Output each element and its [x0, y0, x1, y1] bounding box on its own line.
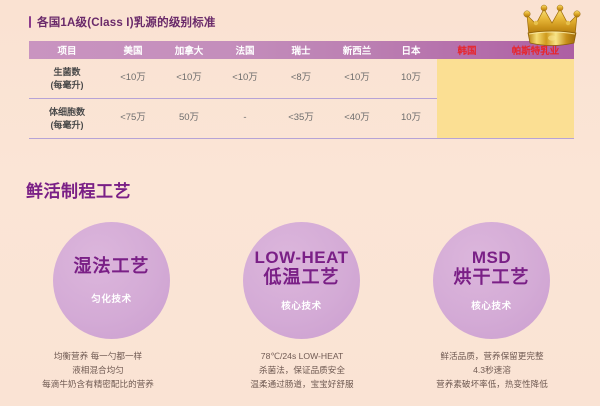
cell-somatic-switzerland: <35万 — [273, 98, 329, 139]
row-label-line2: (每毫升) — [50, 119, 84, 130]
row-label-line2: (每毫升) — [50, 79, 84, 90]
cell-bacteria-japan: 10万 — [385, 59, 437, 99]
col-header-japan: 日本 — [401, 46, 421, 57]
cell-somatic-france: - — [217, 98, 273, 139]
standards-table-wrapper: 项目 美国 加拿大 法国 瑞士 新西兰 日本 韩国 帕斯特乳业 生菌数 — [29, 41, 574, 139]
circle-title-en: LOW-HEAT — [254, 247, 349, 267]
col-header-pasteur: 帕斯特乳业 — [511, 46, 560, 57]
col-header-item: 项目 — [57, 46, 77, 57]
circle-title-cn: 低温工艺 — [263, 266, 340, 287]
cell-somatic-canada: 50万 — [161, 98, 217, 139]
col-header-korea: 韩国 — [457, 46, 477, 57]
craft-caption-low-heat: 78℃/24s LOW-HEAT 杀菌法，保证品质安全 温柔通过肠道，宝宝好舒服 — [197, 349, 407, 392]
circle-subtitle: 核心技术 — [281, 301, 322, 313]
craft-circle-low-heat: LOW-HEAT 低温工艺 核心技术 — [243, 222, 360, 339]
circle-subtitle: 核心技术 — [471, 301, 512, 313]
craft-caption-msd: 鲜活品质，营养保留更完整 4.3秒速溶 营养素破坏率低，热变性降低 — [387, 349, 597, 392]
craft-caption-wet-process: 均衡营养 每一勺都一样 液相混合均匀 每滴牛奶含有精密配比的营养 — [0, 349, 203, 392]
table-title-text: 各国1A级(Class I)乳源的级别标准 — [37, 17, 216, 29]
col-header-new-zealand: 新西兰 — [342, 46, 372, 57]
crown-icon — [521, 2, 583, 48]
caption-line: 鲜活品质，营养保留更完整 — [440, 351, 544, 361]
craft-circle-wet-process: 湿法工艺 匀化技术 — [53, 222, 170, 339]
col-header-france: 法国 — [235, 46, 255, 57]
craft-section-title: 鲜活制程工艺 — [26, 182, 131, 201]
table-section-title: 各国1A级(Class I)乳源的级别标准 — [29, 14, 216, 30]
cell-bacteria-usa: <10万 — [105, 59, 161, 99]
caption-line: 营养素破坏率低，热变性降低 — [436, 379, 548, 390]
table-header-row: 项目 美国 加拿大 法国 瑞士 新西兰 日本 韩国 帕斯特乳业 — [29, 41, 574, 59]
table-header-background — [29, 41, 574, 59]
cell-bacteria-france: <10万 — [217, 59, 273, 99]
cell-somatic-new-zealand: <40万 — [329, 98, 385, 139]
circle-title-cn: 烘干工艺 — [453, 266, 530, 287]
circle-title-cn: 湿法工艺 — [73, 256, 150, 277]
title-accent-bar — [29, 16, 31, 28]
col-header-canada: 加拿大 — [174, 46, 204, 57]
cell-bacteria-switzerland: <8万 — [273, 59, 329, 99]
col-header-usa: 美国 — [123, 46, 143, 57]
col-header-switzerland: 瑞士 — [291, 46, 311, 57]
cell-somatic-japan: 10万 — [385, 98, 437, 139]
row-label-somatic: 体细胞数 (每毫升) — [29, 98, 105, 139]
circle-subtitle: 匀化技术 — [91, 293, 132, 305]
cell-bacteria-canada: <10万 — [161, 59, 217, 99]
cell-somatic-usa: <75万 — [105, 98, 161, 139]
caption-line: 4.3秒速溶 — [473, 365, 511, 376]
caption-line: 温柔通过肠道，宝宝好舒服 — [250, 379, 354, 390]
caption-line: 液相混合均匀 — [72, 365, 124, 376]
caption-line: 杀菌法，保证品质安全 — [259, 365, 345, 376]
caption-line: 均衡营养 每一勺都一样 — [53, 351, 143, 361]
cell-bacteria-new-zealand: <10万 — [329, 59, 385, 99]
circle-title-en: MSD — [471, 247, 512, 267]
craft-circle-msd: MSD 烘干工艺 核心技术 — [433, 222, 550, 339]
caption-line: 78℃/24s LOW-HEAT — [260, 351, 344, 361]
row-label-line1: 体细胞数 — [48, 107, 85, 118]
highlight-band — [437, 59, 574, 138]
row-label-bacteria: 生菌数 (每毫升) — [29, 59, 105, 99]
caption-line: 每滴牛奶含有精密配比的营养 — [42, 379, 154, 390]
row-label-line1: 生菌数 — [53, 67, 81, 78]
